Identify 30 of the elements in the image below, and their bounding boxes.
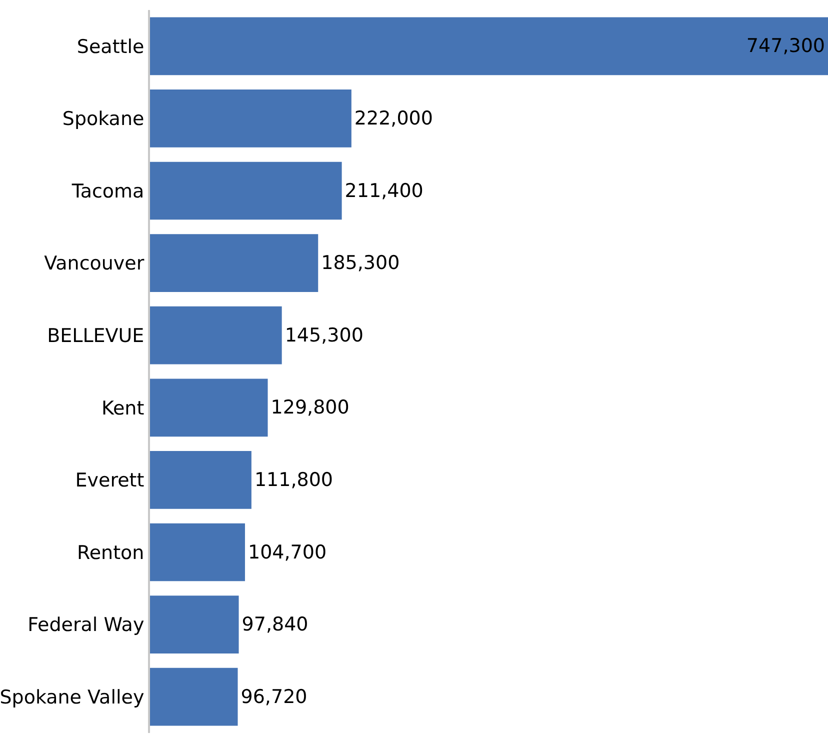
bar bbox=[150, 306, 282, 364]
y-tick-label: Federal Way bbox=[28, 614, 144, 636]
y-tick-label: Vancouver bbox=[44, 252, 144, 275]
bar bbox=[150, 162, 342, 220]
bar bbox=[150, 451, 252, 509]
bar bbox=[150, 234, 318, 292]
bar bbox=[150, 17, 828, 76]
bar bbox=[150, 378, 268, 437]
y-tick-label: Seattle bbox=[76, 36, 144, 58]
data-label: 747,300 bbox=[746, 35, 825, 58]
data-label: 129,800 bbox=[270, 396, 350, 419]
data-label: 211,400 bbox=[344, 180, 424, 202]
y-tick-label: Spokane Valley bbox=[0, 686, 144, 708]
data-label: 97,840 bbox=[242, 614, 308, 636]
data-label: 111,800 bbox=[254, 468, 334, 491]
data-label: 96,720 bbox=[240, 686, 308, 708]
data-label: 222,000 bbox=[354, 107, 433, 130]
y-tick-label: Kent bbox=[101, 397, 144, 420]
data-label: 185,300 bbox=[321, 252, 400, 274]
y-tick-label: Renton bbox=[76, 542, 144, 564]
data-label: 104,700 bbox=[248, 541, 327, 564]
bar bbox=[150, 668, 238, 726]
y-tick-label: BELLEVUE bbox=[47, 325, 144, 347]
y-tick-label: Tacoma bbox=[70, 180, 144, 202]
bar bbox=[150, 90, 352, 148]
y-tick-label: Everett bbox=[75, 470, 144, 492]
data-label: 145,300 bbox=[284, 324, 364, 346]
y-tick-label: Spokane bbox=[62, 108, 144, 130]
bar bbox=[150, 523, 245, 582]
bar bbox=[150, 596, 239, 654]
